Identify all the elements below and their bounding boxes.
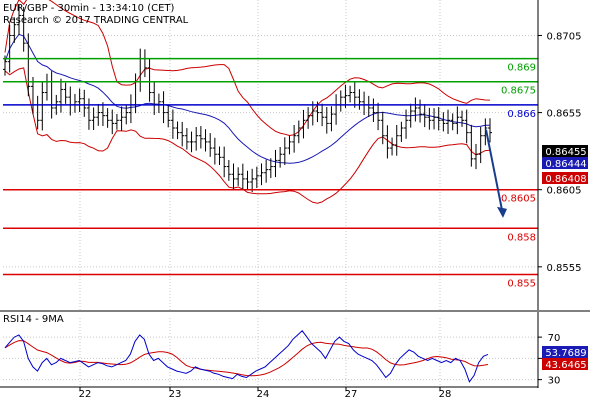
bollinger-bands	[4, 0, 491, 204]
time-tick-label: 28	[439, 389, 452, 400]
rsi-grid	[3, 336, 538, 381]
level-label-0.855: 0.855	[507, 279, 536, 290]
price-tick-label: 0.8705	[547, 31, 582, 42]
moving-average-line	[4, 33, 491, 164]
rsi-tag-label: 53.7689	[545, 348, 586, 359]
price-axis: 0.8705 0.8655 0.8605 0.8555	[0, 0, 590, 312]
bollinger-upper-line	[4, 0, 491, 137]
price-tag-box	[542, 172, 588, 184]
rsi-tag-box	[542, 346, 588, 358]
rsi-tick-label: 30	[548, 376, 561, 387]
price-tag-label: 0.86444	[545, 159, 586, 170]
price-tag-box	[542, 145, 588, 157]
level-label-0.8605: 0.8605	[501, 194, 536, 205]
time-tick-label: 23	[169, 389, 182, 400]
rsi-lines	[4, 330, 489, 383]
forecast-arrow-shaft	[485, 129, 503, 211]
rsi-title: RSI14 - 9MA	[3, 314, 64, 325]
level-label-0.869: 0.869	[507, 63, 536, 74]
level-label-0.866: 0.866	[507, 109, 536, 120]
rsi-tag-box	[542, 358, 588, 370]
price-tag-label: 0.86408	[545, 174, 586, 185]
level-label-0.858: 0.858	[507, 232, 536, 243]
rsi-signal-line	[4, 340, 489, 377]
price-tag-label: 0.86455	[545, 147, 586, 158]
header-title: EUR/GBP - 30min - 13:34:10 (CET)	[3, 3, 175, 14]
header-copyright: Research © 2017 TRADING CENTRAL	[3, 15, 189, 26]
price-tick-label: 0.8655	[547, 109, 582, 120]
level-label-0.8675: 0.8675	[501, 86, 536, 97]
time-tick-label: 27	[345, 389, 358, 400]
price-tick-label: 0.8605	[547, 186, 582, 197]
price-tag-box	[542, 157, 588, 169]
price-tick-label: 0.8555	[547, 263, 582, 274]
forecast-arrow-head	[497, 206, 507, 218]
forecast-arrow	[485, 129, 507, 218]
rsi-tag-label: 43.6465	[545, 360, 586, 371]
rsi-line	[4, 330, 489, 383]
time-tick-label: 22	[79, 389, 92, 400]
time-axis: 22 23 24 27 28	[0, 386, 538, 400]
moving-average-line	[4, 33, 491, 164]
time-tick-label: 24	[257, 389, 270, 400]
key-levels: 0.869 0.8675 0.866 0.8605 0.858 0.855	[3, 57, 538, 290]
bollinger-lower-line	[4, 67, 491, 204]
rsi-tick-label: 70	[548, 333, 561, 344]
